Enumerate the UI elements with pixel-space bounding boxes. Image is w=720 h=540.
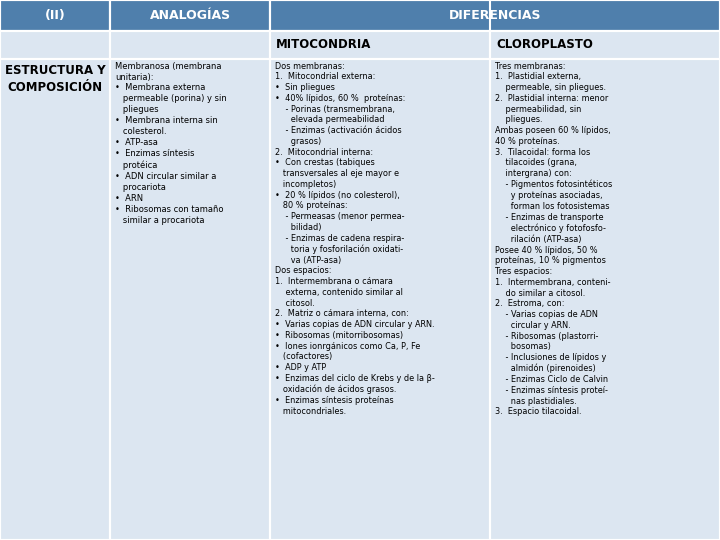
Text: (II): (II) [45, 9, 66, 22]
Bar [490, 31, 720, 59]
Bar [270, 0, 720, 31]
Text: ESTRUCTURA Y
COMPOSICIÓN: ESTRUCTURA Y COMPOSICIÓN [5, 64, 105, 94]
Text: DIFERENCIAS: DIFERENCIAS [449, 9, 541, 22]
Text: Dos membranas:
1.  Mitocondrial externa:
•  Sin pliegues
•  40% lípidos, 60 %  p: Dos membranas: 1. Mitocondrial externa: … [275, 62, 435, 416]
Bar [0, 0, 110, 31]
Text: Membranosa (membrana
unitaria):
•  Membrana externa
   permeable (porina) y sin
: Membranosa (membrana unitaria): • Membra… [115, 62, 227, 225]
Bar [270, 31, 490, 59]
Bar [490, 59, 720, 540]
Text: CLOROPLASTO: CLOROPLASTO [496, 38, 593, 51]
Text: Tres membranas:
1.  Plastidial externa,
    permeable, sin pliegues.
2.  Plastid: Tres membranas: 1. Plastidial externa, p… [495, 62, 613, 416]
Bar [110, 59, 270, 540]
Bar [0, 31, 110, 59]
Text: ANALOGÍAS: ANALOGÍAS [150, 9, 230, 22]
Bar [0, 59, 110, 540]
Bar [270, 59, 490, 540]
Text: MITOCONDRIA: MITOCONDRIA [276, 38, 371, 51]
Bar [110, 0, 270, 31]
Bar [110, 31, 270, 59]
